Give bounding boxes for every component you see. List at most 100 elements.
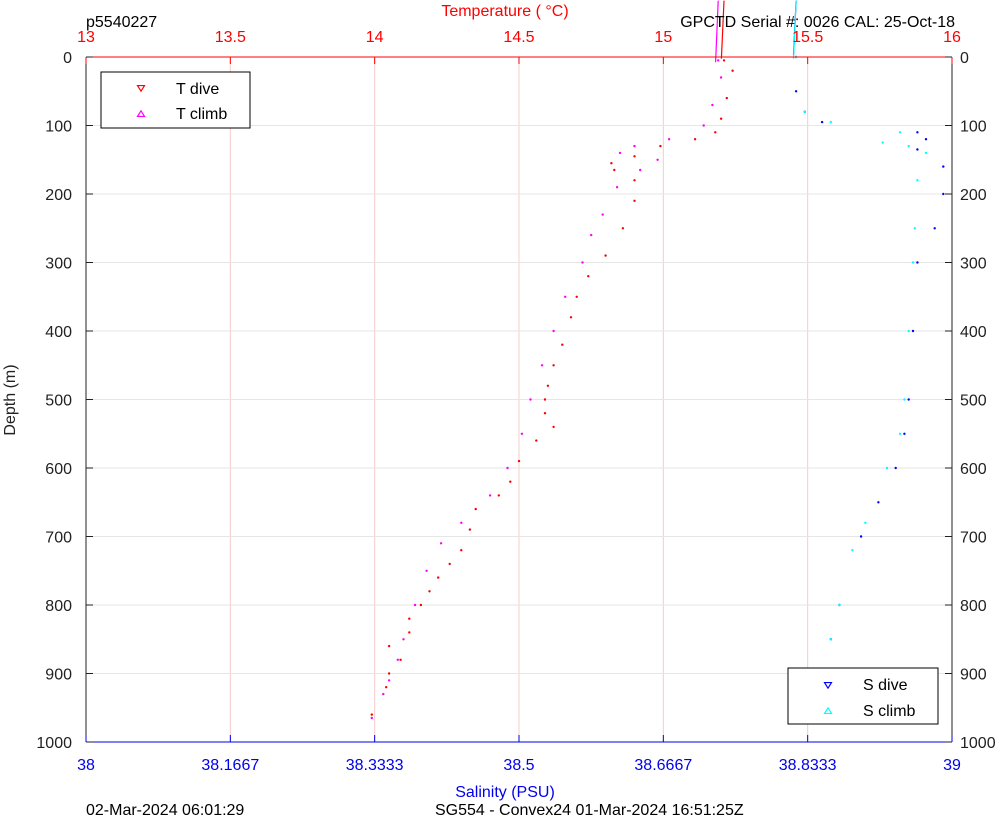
data-point	[916, 148, 919, 151]
legend-s-climb-label: S climb	[863, 703, 916, 720]
data-layer	[370, 0, 945, 720]
data-point	[722, 59, 726, 62]
data-point	[894, 466, 897, 470]
data-point	[719, 76, 723, 79]
data-point	[924, 138, 928, 141]
legend-t-dive-marker	[136, 84, 146, 93]
data-point	[460, 549, 463, 552]
data-point	[717, 59, 720, 62]
series-markers	[792, 0, 797, 59]
data-point	[497, 494, 500, 497]
top-tick-label: 14	[366, 29, 384, 46]
data-point	[639, 168, 642, 172]
left-tick-label: 0	[63, 50, 72, 67]
top-tick-label: 14.5	[503, 29, 534, 46]
data-point	[829, 120, 832, 124]
bottom-tick-label: 38	[77, 757, 95, 774]
left-tick-label: 700	[45, 530, 72, 547]
data-point	[569, 316, 573, 319]
data-point	[838, 603, 841, 607]
data-point	[506, 466, 509, 470]
right-tick-label: 300	[960, 256, 987, 273]
right-tick-label: 500	[960, 393, 987, 410]
data-point	[370, 713, 373, 716]
data-point	[419, 603, 423, 607]
data-point	[829, 638, 832, 641]
data-point	[382, 692, 385, 696]
right-tick-label: 100	[960, 119, 987, 136]
data-point	[667, 138, 671, 141]
left-tick-label: 1000	[36, 735, 72, 752]
legend-s-dive-label: S dive	[863, 677, 908, 694]
bottom-tick-label: 39	[943, 757, 961, 774]
data-point	[933, 227, 936, 230]
data-point	[460, 521, 463, 524]
data-point	[903, 398, 906, 401]
data-point	[633, 179, 636, 182]
series-markers	[720, 0, 725, 59]
left-tick-label: 300	[45, 256, 72, 273]
data-point	[517, 459, 521, 463]
data-point	[540, 364, 544, 367]
data-point	[851, 549, 854, 552]
data-point	[587, 275, 590, 278]
data-point	[509, 480, 512, 483]
bottom-tick-label: 38.8333	[779, 757, 837, 774]
data-point	[719, 117, 723, 120]
top-tick-label: 15	[654, 29, 672, 46]
data-point	[561, 343, 564, 346]
data-point	[408, 617, 411, 620]
data-point	[425, 569, 428, 572]
data-point	[885, 466, 889, 470]
data-point	[387, 679, 391, 682]
header-right: GPCTD Serial #: 0026 CAL: 25-Oct-18	[680, 14, 955, 31]
data-point	[474, 507, 477, 511]
legend-t-climb-marker	[136, 109, 146, 118]
data-point	[820, 120, 824, 124]
legend-t-dive-label: T dive	[176, 81, 219, 98]
legend-salinity-box	[787, 667, 939, 725]
data-point	[633, 144, 636, 148]
bottom-tick-label: 38.6667	[634, 757, 692, 774]
series-markers	[715, 0, 719, 63]
data-point	[942, 192, 945, 196]
data-point	[408, 631, 411, 634]
top-axis-title: Temperature ( °C)	[441, 3, 568, 20]
data-point	[913, 227, 916, 230]
data-point	[552, 364, 555, 367]
footer-left: 02-Mar-2024 06:01:29	[86, 802, 244, 819]
data-point	[859, 535, 863, 538]
right-tick-label: 0	[960, 50, 969, 67]
data-point	[520, 432, 524, 435]
right-tick-label: 800	[960, 598, 987, 615]
data-point	[898, 131, 902, 134]
data-point	[604, 254, 607, 257]
data-point	[581, 261, 584, 264]
data-point	[385, 686, 388, 689]
legend-temperature-box	[100, 71, 251, 129]
data-point	[396, 658, 399, 661]
data-point	[794, 90, 798, 93]
data-point	[370, 716, 373, 720]
top-tick-label: 16	[943, 29, 961, 46]
data-point	[399, 658, 402, 661]
data-point	[911, 261, 915, 264]
right-tick-label: 1000	[960, 735, 996, 752]
data-point	[468, 528, 472, 531]
data-point	[916, 131, 919, 134]
data-point	[529, 398, 532, 401]
tick-labels: 13 38 13.5 38.1667 14 38.3333 14.5 38.5 15 38.666…	[36, 29, 995, 774]
data-point	[702, 124, 705, 127]
left-tick-label: 600	[45, 461, 72, 478]
data-point	[439, 542, 443, 545]
data-point	[711, 103, 714, 107]
top-tick-label: 15.5	[792, 29, 823, 46]
data-point	[552, 329, 555, 333]
data-point	[615, 186, 619, 189]
left-tick-label: 800	[45, 598, 72, 615]
data-point	[924, 151, 928, 155]
series-s-climb	[792, 0, 928, 716]
data-point	[725, 96, 728, 100]
left-tick-label: 200	[45, 187, 72, 204]
left-tick-label: 100	[45, 119, 72, 136]
